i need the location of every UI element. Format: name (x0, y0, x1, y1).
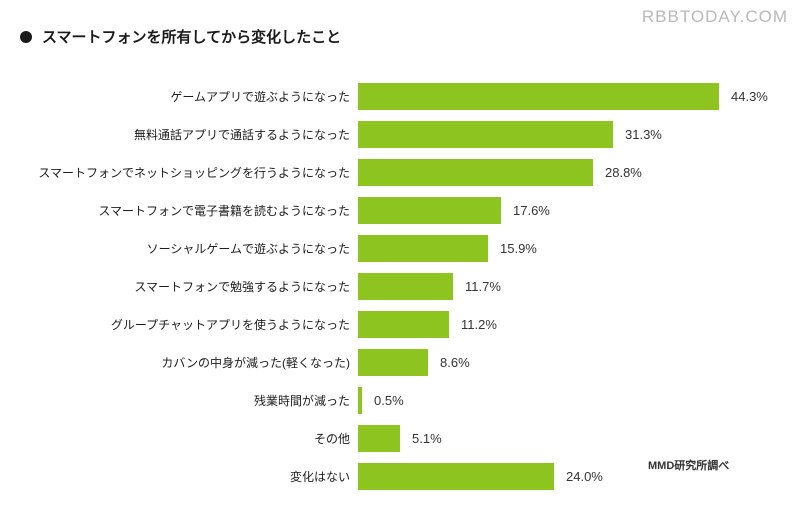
value-label: 11.2% (461, 316, 497, 332)
bar (358, 462, 554, 490)
bar (358, 386, 362, 414)
chart-row: ゲームアプリで遊ぶようになった 44.3% (0, 77, 800, 115)
value-label: 8.6% (440, 354, 470, 370)
category-label: スマートフォンでネットショッピングを行うようになった (38, 165, 350, 180)
chart-header: スマートフォンを所有してから変化したこと (20, 26, 341, 47)
category-label: 無料通話アプリで通話するようになった (133, 127, 350, 142)
bar (358, 272, 453, 300)
chart-row: ソーシャルゲームで遊ぶようになった 15.9% (0, 229, 800, 267)
bar (358, 196, 501, 224)
category-label: ソーシャルゲームで遊ぶようになった (146, 241, 350, 256)
chart-row: その他 5.1% (0, 419, 800, 457)
chart-row: カバンの中身が減った(軽くなった) 8.6% (0, 343, 800, 381)
chart-title: スマートフォンを所有してから変化したこと (42, 29, 342, 46)
value-label: 11.7% (465, 278, 501, 294)
bar-chart: ゲームアプリで遊ぶようになった 44.3% 無料通話アプリで通話するようになった 31… (0, 77, 800, 495)
value-label: 24.0% (566, 468, 603, 484)
bar (358, 348, 428, 376)
category-label: 残業時間が減った (253, 393, 350, 408)
bar (358, 310, 449, 338)
value-label: 31.3% (625, 126, 662, 142)
value-label: 28.8% (605, 164, 642, 180)
value-label: 17.6% (513, 202, 550, 218)
watermark-logo: RBBTODAY.COM (641, 7, 788, 26)
category-label: カバンの中身が減った(軽くなった) (161, 355, 350, 370)
bar (358, 120, 613, 148)
chart-row: スマートフォンでネットショッピングを行うようになった 28.8% (0, 153, 800, 191)
source-note: MMD研究所調べ (648, 460, 730, 472)
value-label: 44.3% (731, 88, 768, 104)
category-label: グループチャットアプリを使うようになった (110, 317, 350, 332)
category-label: その他 (313, 431, 350, 446)
bar (358, 234, 488, 262)
category-label: 変化はない (289, 469, 350, 484)
chart-row: グループチャットアプリを使うようになった 11.2% (0, 305, 800, 343)
bar (358, 158, 593, 186)
chart-row: スマートフォンで勉強するようになった 11.7% (0, 267, 800, 305)
category-label: ゲームアプリで遊ぶようになった (170, 89, 350, 104)
value-label: 5.1% (412, 430, 442, 446)
value-label: 0.5% (374, 392, 404, 408)
chart-row: スマートフォンで電子書籍を読むようになった 17.6% (0, 191, 800, 229)
chart-row: 残業時間が減った 0.5% (0, 381, 800, 419)
category-label: スマートフォンで勉強するようになった (134, 279, 350, 294)
chart-row: 変化はない 24.0% (0, 457, 800, 495)
bullet-icon (20, 30, 32, 43)
bar (358, 424, 400, 452)
category-label: スマートフォンで電子書籍を読むようになった (98, 203, 350, 218)
value-label: 15.9% (500, 240, 537, 256)
bar (358, 82, 719, 110)
chart-row: 無料通話アプリで通話するようになった 31.3% (0, 115, 800, 153)
